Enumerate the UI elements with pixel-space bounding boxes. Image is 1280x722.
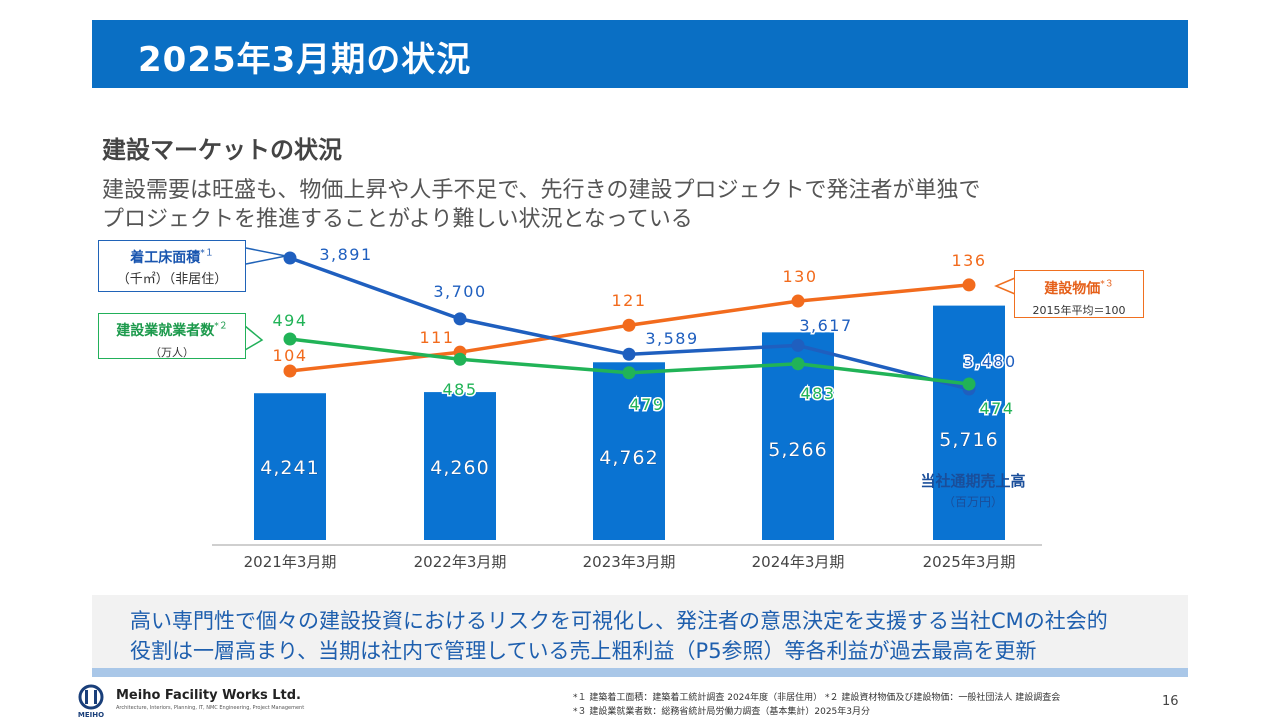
sales-value-label-3: 4,762 bbox=[599, 447, 658, 469]
sales-series-label: 当社通期売上高 （百万円） bbox=[900, 470, 1046, 510]
workers-label: 建設業就業者数 bbox=[116, 323, 215, 339]
prices-unit: 2015年平均＝100 bbox=[1032, 303, 1126, 317]
floor-area-label-2: 3,700 bbox=[433, 282, 486, 301]
prices-point-5 bbox=[962, 278, 976, 292]
workers-label-1: 494 bbox=[272, 311, 307, 330]
workers-point-3 bbox=[622, 366, 636, 380]
floor-area-point-2 bbox=[453, 312, 467, 326]
floor-area-label-5: 3,480 bbox=[963, 352, 1016, 371]
floor-area-point-3 bbox=[622, 347, 636, 361]
floor-area-callout-pointer bbox=[245, 247, 287, 265]
conclusion-line-2: 役割は一層高まり、当期は社内で管理している売上粗利益（P5参照）等各利益が過去最… bbox=[130, 639, 1037, 663]
conclusion-box: 高い専門性で個々の建設投資におけるリスクを可視化し、発注者の意思決定を支援する当… bbox=[92, 595, 1188, 677]
sales-value-label-2: 4,260 bbox=[430, 457, 489, 479]
workers-point-1 bbox=[283, 332, 297, 346]
company-tagline: Architecture, Interiors, Planning, IT, N… bbox=[116, 705, 305, 711]
title-bar: 2025年3月期の状況 bbox=[92, 20, 1188, 88]
prices-label-2: 111 bbox=[419, 328, 454, 347]
x-tick-label-1: 2021年3月期 bbox=[244, 553, 337, 571]
workers-point-2 bbox=[453, 352, 467, 366]
floor-area-note-marker: *１ bbox=[200, 248, 214, 259]
x-tick-label-5: 2025年3月期 bbox=[923, 553, 1016, 571]
page-number: 16 bbox=[1162, 694, 1179, 709]
floor-area-label-3: 3,589 bbox=[645, 329, 698, 348]
market-chart: 2021年3月期 2022年3月期 2023年3月期 2024年3月期 2025年3月期… bbox=[212, 244, 1042, 571]
prices-label-3: 121 bbox=[611, 291, 646, 310]
sales-bar-1 bbox=[254, 393, 326, 540]
workers-callout-pointer bbox=[244, 325, 264, 351]
company-name: Meiho Facility Works Ltd. bbox=[116, 688, 301, 703]
sales-label-unit: （百万円） bbox=[942, 495, 1003, 509]
workers-unit: （万人） bbox=[150, 345, 194, 359]
prices-label-1: 104 bbox=[272, 346, 307, 365]
sales-bar-3 bbox=[593, 362, 665, 540]
workers-point-5 bbox=[962, 377, 976, 391]
sales-value-label-1: 4,241 bbox=[260, 457, 319, 479]
x-tick-label-4: 2024年3月期 bbox=[752, 553, 845, 571]
sales-value-label-5: 5,716 bbox=[939, 429, 998, 451]
conclusion-line-1: 高い専門性で個々の建設投資におけるリスクを可視化し、発注者の意思決定を支援する当… bbox=[130, 609, 1108, 633]
prices-note-marker: *３ bbox=[1100, 279, 1114, 290]
x-tick-label-2: 2022年3月期 bbox=[414, 553, 507, 571]
floor-area-unit: （千㎡）（非居住） bbox=[116, 271, 228, 287]
section-heading: 建設マーケットの状況 bbox=[102, 136, 342, 164]
floor-area-label: 着工床面積 bbox=[130, 250, 201, 266]
intro-line-2: プロジェクトを推進することがより難しい状況となっている bbox=[102, 207, 693, 232]
footnote-1: *１ 建築着工面積：建築着工統計調査 2024年度（非居住用） *２ 建設資材物… bbox=[573, 693, 1061, 703]
floor-area-point-1 bbox=[283, 251, 297, 265]
prices-point-3 bbox=[622, 318, 636, 332]
sales-bars bbox=[254, 305, 1005, 540]
logo-text: MEIHO bbox=[78, 711, 104, 719]
prices-callout-pointer bbox=[994, 277, 1016, 295]
page-title: 2025年3月期の状況 bbox=[138, 40, 472, 80]
workers-label-3: 479 bbox=[629, 395, 664, 414]
workers-label-2: 485 bbox=[442, 380, 477, 399]
floor-area-callout: 着工床面積*１ （千㎡）（非居住） bbox=[98, 240, 246, 292]
sales-value-label-4: 5,266 bbox=[768, 439, 827, 461]
workers-label-5: 474 bbox=[979, 399, 1014, 418]
x-tick-labels: 2021年3月期 2022年3月期 2023年3月期 2024年3月期 2025年3月期 bbox=[244, 553, 1016, 571]
prices-callout: 建設物価*３ 2015年平均＝100 bbox=[1014, 270, 1144, 318]
floor-area-label-4: 3,617 bbox=[799, 316, 852, 335]
prices-point-4 bbox=[791, 294, 805, 308]
meiho-logo-icon: MEIHO bbox=[78, 684, 104, 719]
workers-label-4: 483 bbox=[800, 384, 835, 403]
sales-bar-5 bbox=[933, 305, 1005, 540]
sales-bar-2 bbox=[424, 392, 496, 540]
workers-point-4 bbox=[791, 357, 805, 371]
prices-label-4: 130 bbox=[782, 267, 817, 286]
floor-area-label-1: 3,891 bbox=[319, 245, 372, 264]
x-tick-label-3: 2023年3月期 bbox=[583, 553, 676, 571]
series-points bbox=[283, 251, 976, 396]
data-labels: 4,241 4,260 4,762 5,266 5,716 3,891 3,700 3,589… bbox=[260, 244, 1017, 480]
footnote-2: *３ 建設業就業者数：総務省統計局労働力調査（基本集計）2025年3月分 bbox=[573, 707, 870, 717]
prices-point-1 bbox=[283, 364, 297, 378]
workers-callout: 建設業就業者数*２ （万人） bbox=[98, 313, 246, 359]
prices-label-5: 136 bbox=[951, 251, 986, 270]
workers-note-marker: *２ bbox=[214, 321, 228, 332]
sales-label-title: 当社通期売上高 bbox=[920, 472, 1026, 490]
prices-label: 建設物価 bbox=[1044, 281, 1101, 297]
floor-area-point-4 bbox=[791, 338, 805, 352]
intro-line-1: 建設需要は旺盛も、物価上昇や人手不足で、先行きの建設プロジェクトで発注者が単独で bbox=[102, 178, 981, 203]
